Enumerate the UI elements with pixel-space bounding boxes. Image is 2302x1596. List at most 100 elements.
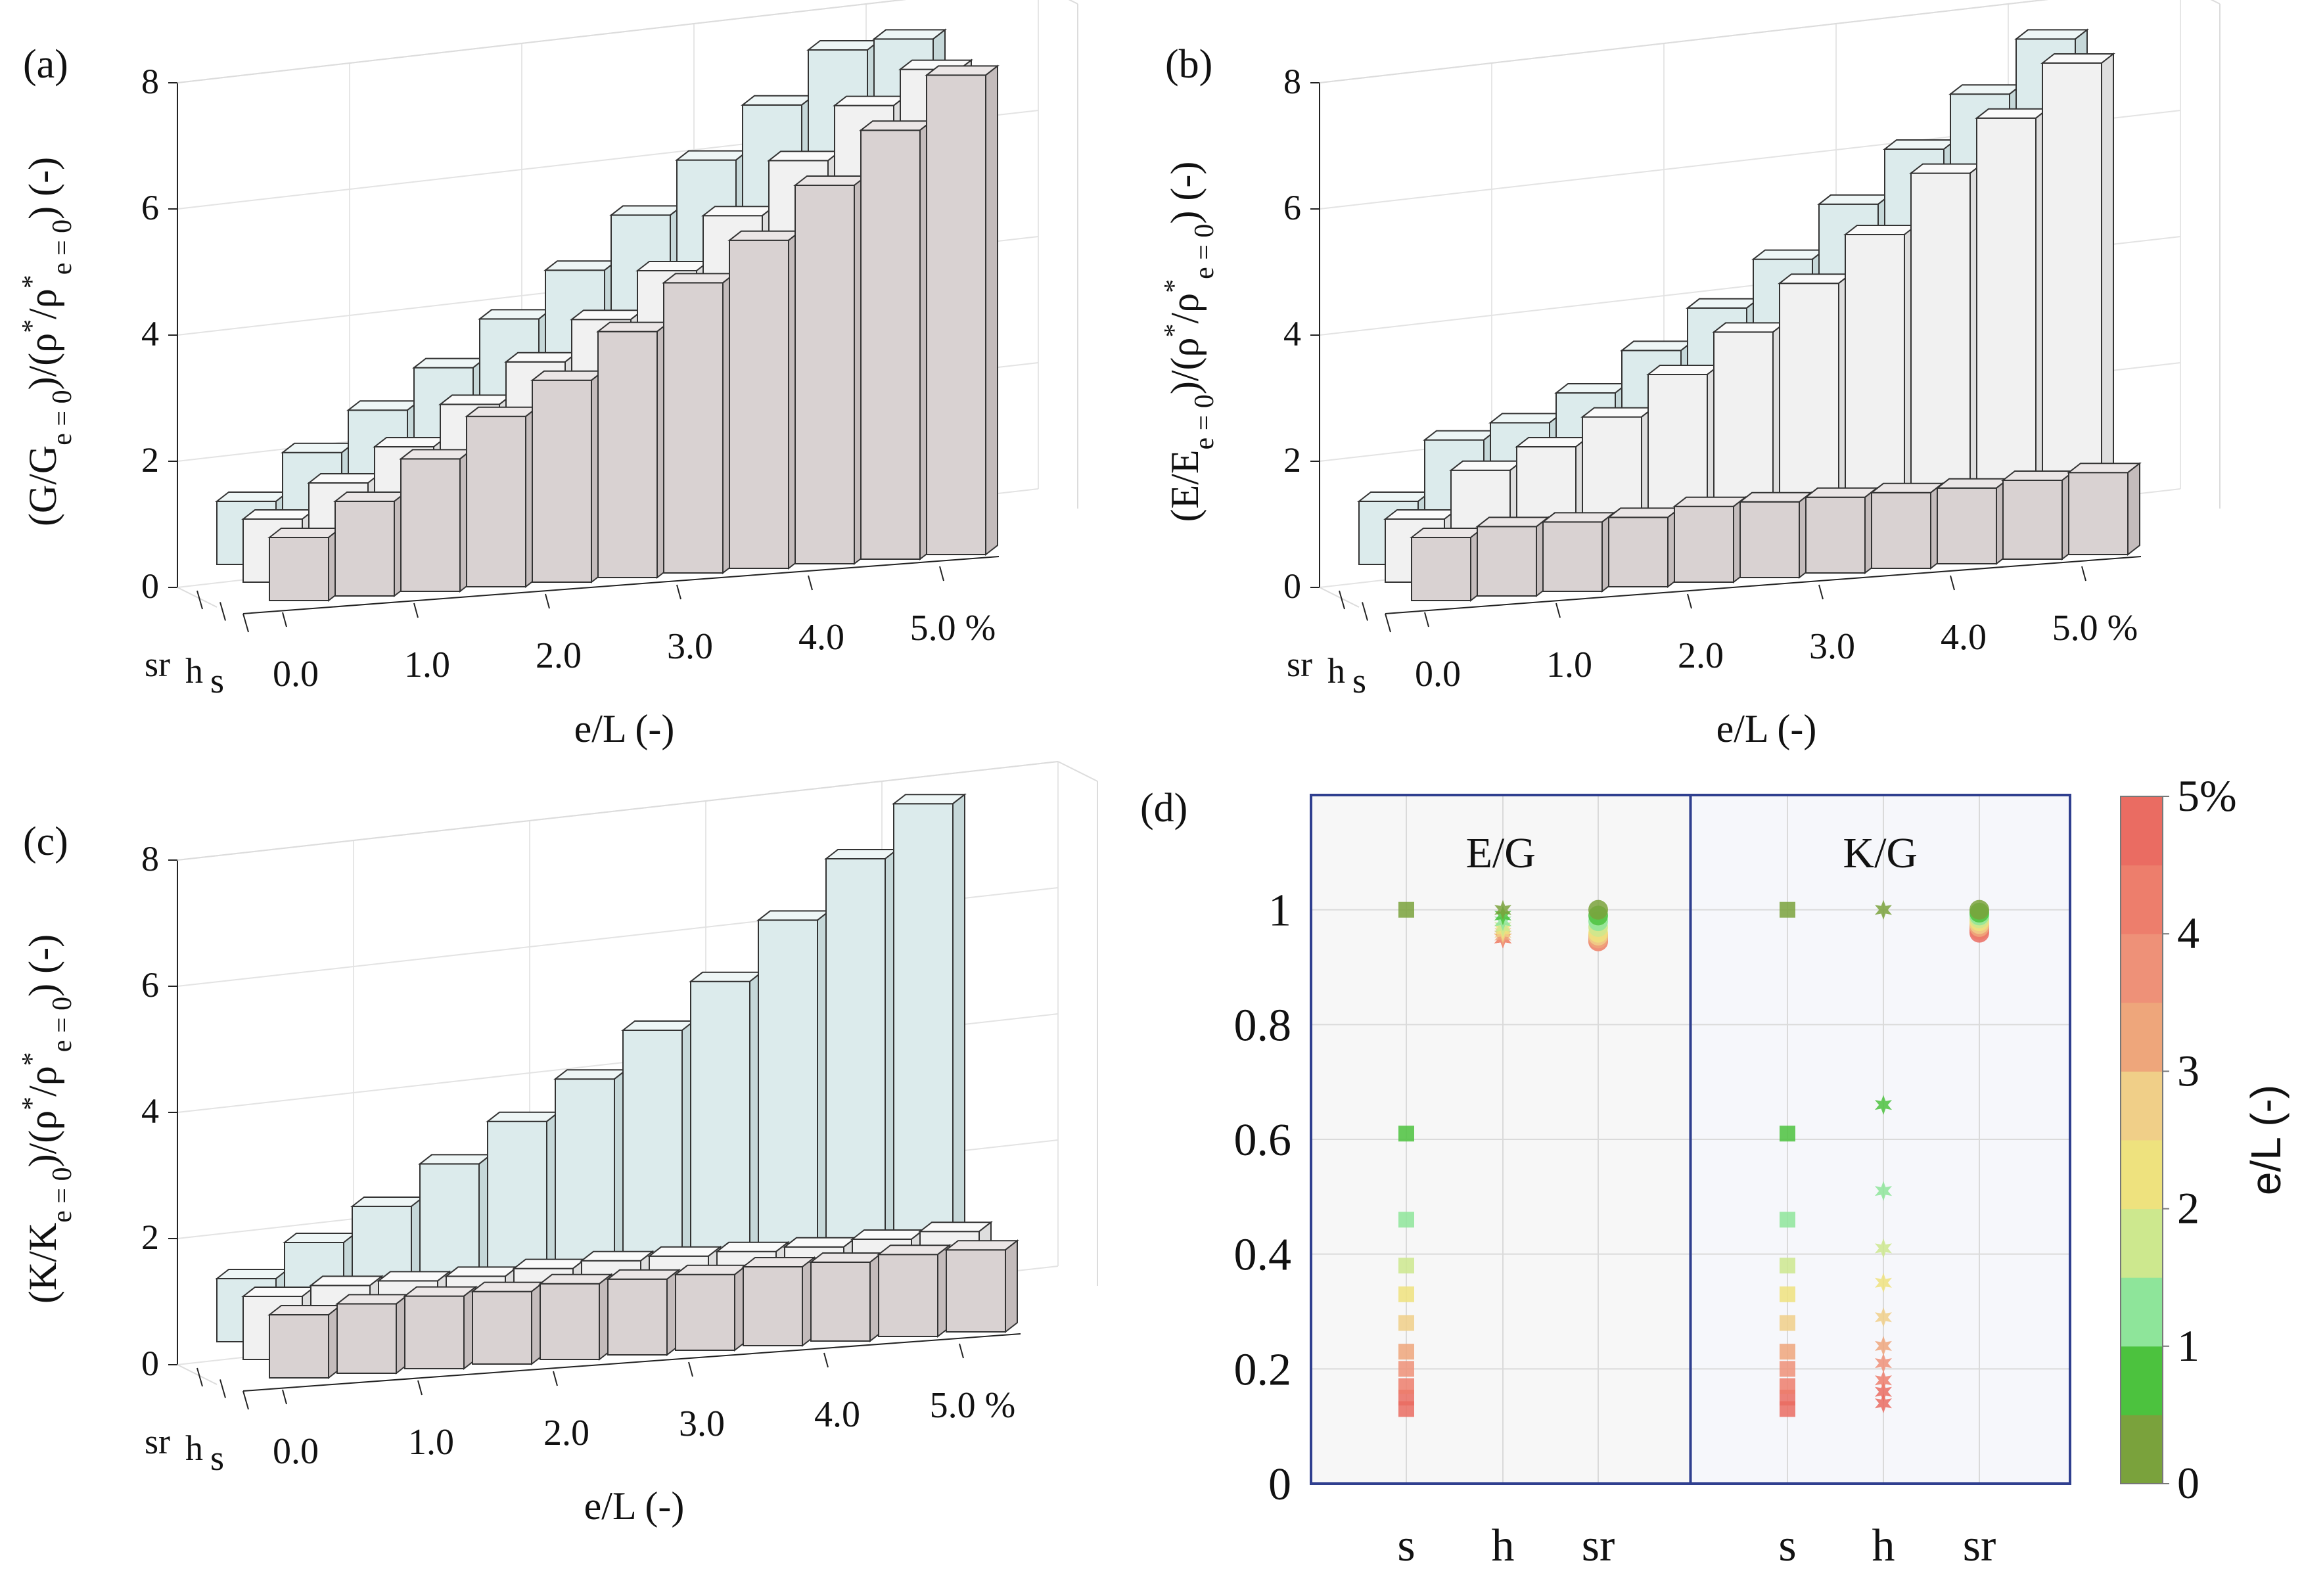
panel-label: (b) <box>1165 42 1212 87</box>
depth-tick <box>1339 590 1345 610</box>
bar-side-face <box>2127 462 2140 557</box>
bar-front-face <box>1739 501 1800 578</box>
y-tick-label: 1 <box>1268 886 1291 936</box>
x-tick-label: 0.0 <box>1415 654 1461 695</box>
bar-s-10 <box>2067 462 2142 557</box>
marker-star <box>1875 1382 1892 1402</box>
x-tick-label: 5.0 % <box>2052 608 2138 649</box>
x-tick <box>1687 593 1692 609</box>
bar-front-face <box>878 1254 938 1337</box>
bar-front-face <box>2042 62 2102 537</box>
y-tick-label: 0 <box>141 1344 159 1383</box>
bar-front-face <box>334 501 395 597</box>
x-tick <box>808 575 813 591</box>
bar-s-3 <box>1607 507 1682 589</box>
bar-s-8 <box>793 174 868 566</box>
bar-front-face <box>1608 516 1669 588</box>
bar-s-5 <box>606 1268 681 1357</box>
x-tick <box>1818 584 1824 600</box>
floor-edge <box>1319 587 1360 608</box>
x-tick <box>1424 612 1429 627</box>
bar-panel-a: 0 2 4 6 8 sr h s 0.0 1.0 2.0 3.0 4.0 5.0 % e/L (-) (G/G… <box>17 0 1078 750</box>
y-tick-label: 2 <box>141 440 159 480</box>
bar-front-face <box>2002 480 2063 560</box>
marker-square <box>1398 1286 1414 1302</box>
colorbar-tick-label: 2 <box>2177 1183 2199 1233</box>
y-tick-label: 6 <box>141 965 159 1005</box>
marker-square <box>1780 1361 1795 1377</box>
bar-front-face <box>860 129 921 560</box>
x-tick <box>2081 566 2086 581</box>
x-tick <box>545 593 550 609</box>
marker-square <box>1398 1344 1414 1360</box>
x-tick-label: 5.0 % <box>910 608 996 649</box>
box-edge <box>1057 761 1098 782</box>
y-tick-label: 0.4 <box>1234 1230 1292 1281</box>
colorbar-segment <box>2121 934 2163 1003</box>
depth-label-s: s <box>1352 661 1366 700</box>
x-axis-label: e/L (-) <box>574 707 675 750</box>
x-tick-label: 0.0 <box>273 654 319 695</box>
bar-front-face <box>946 1249 1006 1333</box>
x-tick-label: s <box>1778 1520 1796 1571</box>
bar-front-face <box>466 415 526 587</box>
marker-star <box>1875 1393 1892 1413</box>
marker-square <box>1780 1286 1795 1302</box>
depth-tick <box>242 613 249 633</box>
x-tick <box>417 1380 423 1396</box>
bar-front-face <box>926 74 986 555</box>
marker-square <box>1398 1212 1414 1228</box>
y-tick-label: 8 <box>1283 62 1301 101</box>
bar-s-10 <box>944 1239 1019 1334</box>
x-tick <box>282 612 287 627</box>
colorbar-segment <box>2121 1346 2163 1415</box>
y-tick-label: 0 <box>141 566 159 606</box>
x-tick-label: 2.0 <box>536 635 582 676</box>
marker-star <box>1875 1273 1892 1293</box>
panel-label: (c) <box>23 819 68 864</box>
x-tick-label: 1.0 <box>404 645 450 685</box>
bar-s-2 <box>403 1285 478 1371</box>
x-tick-label: 4.0 <box>798 617 844 658</box>
x-axis <box>1385 556 2142 614</box>
depth-tick <box>1385 613 1391 633</box>
x-tick <box>282 1389 287 1405</box>
colorbar-tick-label: 3 <box>2177 1045 2199 1095</box>
marker-square <box>1780 1212 1795 1228</box>
x-tick-label: 5.0 % <box>930 1385 1016 1426</box>
bar-front-face <box>743 1266 803 1346</box>
marker-square <box>1780 1315 1795 1331</box>
x-tick-label: 1.0 <box>408 1422 454 1463</box>
box-edge <box>177 0 907 83</box>
bar-front-face <box>1805 496 1866 574</box>
colorbar-tick-label: 1 <box>2177 1321 2199 1371</box>
y-tick-label: 0 <box>1283 566 1301 606</box>
marker-star <box>1875 1353 1892 1373</box>
marker-square <box>1780 1378 1795 1394</box>
bar-front-face <box>532 379 592 583</box>
depth-tick <box>196 590 203 610</box>
y-tick-label: 8 <box>141 839 159 878</box>
bar-front-face <box>729 239 789 569</box>
marker-star <box>1494 900 1511 920</box>
x-tick <box>823 1352 829 1368</box>
x-tick-label: 4.0 <box>814 1394 860 1435</box>
bar-s-4 <box>1672 495 1747 584</box>
marker-star <box>1875 1095 1892 1115</box>
bar-s-6 <box>674 1264 748 1352</box>
bar-front-face <box>675 1273 735 1352</box>
bar-s-8 <box>809 1251 884 1343</box>
bar-s-2 <box>399 448 474 593</box>
bar-s-6 <box>662 272 737 575</box>
bar-s-0 <box>267 526 342 603</box>
bar-s-8 <box>1935 477 2010 566</box>
bar-s-7 <box>741 1256 816 1348</box>
box-edge <box>177 761 1059 861</box>
panel-label: (a) <box>23 42 68 87</box>
bar-panel-b: 0 2 4 6 8 sr h s 0.0 1.0 2.0 3.0 4.0 5.0 % e/L (-) (E/E… <box>1159 0 2221 750</box>
depth-label-h: h <box>1327 651 1345 691</box>
box-edge <box>1068 0 1078 5</box>
bar-front-face <box>1674 505 1734 583</box>
x-tick <box>939 566 944 581</box>
bar-front-face <box>404 1295 465 1369</box>
